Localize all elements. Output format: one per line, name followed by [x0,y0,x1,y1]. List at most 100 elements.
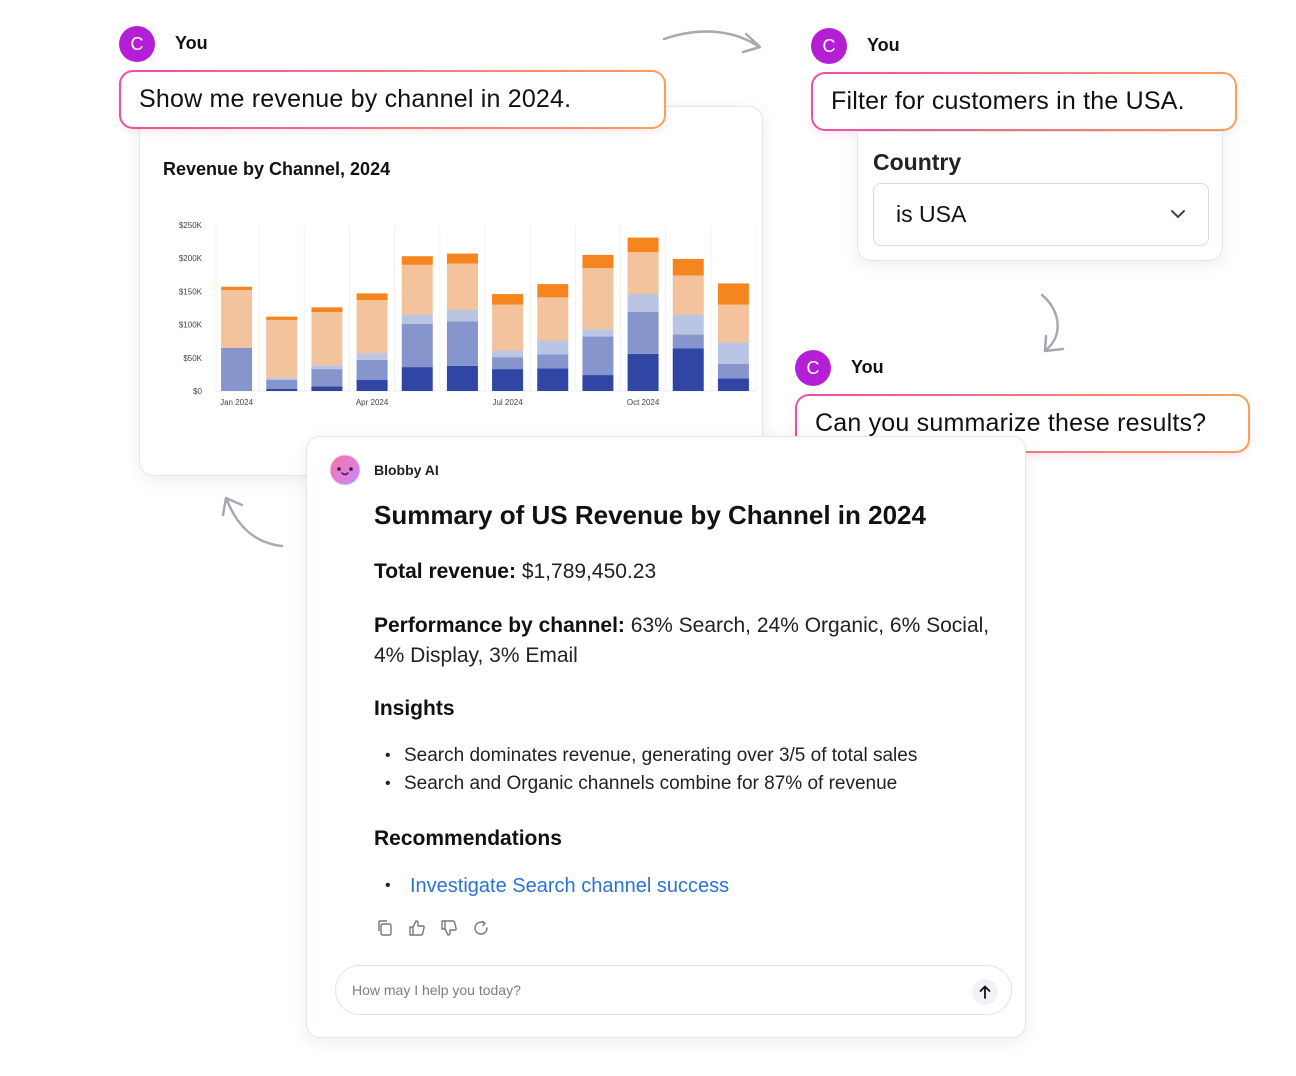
bar-segment [356,359,388,380]
message-author: You [867,35,900,55]
message-author: You [851,357,884,377]
bar-segment [356,353,388,360]
user-message: Show me revenue by channel in 2024. [119,70,666,129]
country-select[interactable]: is USA [873,183,1209,246]
avatar-initial: C [130,33,144,54]
send-button[interactable] [972,979,998,1005]
user-message: Filter for customers in the USA. [811,72,1237,131]
bar-segment [582,254,614,269]
bar-segment [311,369,343,387]
message-composer [335,965,1012,1015]
bar-segment [401,264,433,315]
bar-segment [627,237,659,253]
avatar: C [119,26,155,62]
bar-segment [672,275,704,315]
select-value: is USA [896,201,967,227]
arrow-back-icon [221,496,284,548]
bar-segment [492,350,524,358]
x-tick-label: Apr 2024 [356,398,389,407]
list-item: Investigate Search channel success [374,872,1014,901]
arrow-down-icon [1040,293,1065,353]
bar-segment [717,342,749,364]
bar-segment [582,375,614,391]
total-revenue-value: $1,789,450.23 [521,560,657,583]
arrow-right-icon [662,30,762,54]
recommendations-list: Investigate Search channel success [374,872,1014,901]
recommendation-link[interactable]: Investigate Search channel success [410,875,730,897]
message-input[interactable] [350,981,954,999]
thumbs-up-icon[interactable] [408,919,426,937]
bar-segment [311,365,343,370]
bar-segment [627,252,659,295]
bar-segment [401,314,433,324]
bar-segment [401,256,433,265]
bar-segment [537,297,569,341]
recommendations-heading: Recommendations [374,827,562,850]
bar-segment [266,316,298,320]
bar-segment [582,268,614,330]
bar-segment [537,284,569,298]
message-actions [376,919,490,937]
thumbs-down-icon[interactable] [440,919,458,937]
bar-segment [672,314,704,335]
bar-segment [492,304,524,351]
filter-label: Country [873,149,962,175]
bar-segment [672,334,704,349]
bar-segment [537,354,569,369]
bar-segment [717,378,749,391]
bar-segment [221,347,253,391]
avatar: C [795,350,831,386]
bar-segment [311,386,343,391]
bar-segment [401,367,433,391]
bar-segment [221,290,253,348]
bar-segment [446,365,478,391]
bar-segment [627,353,659,391]
bar-segment [311,307,343,312]
bar-segment [627,311,659,354]
bar-segment [266,377,298,380]
copy-icon[interactable] [376,919,394,937]
message-author: You [175,33,208,53]
bar-segment [446,321,478,366]
bar-segment [717,304,749,343]
arrow-up-icon [979,985,991,999]
assistant-name: Blobby AI [374,462,439,478]
insights-heading: Insights [374,697,455,720]
bar-segment [311,311,343,366]
performance-value: 63% Search, 24% Organic, 6% Social, 4% D… [374,614,990,667]
bar-segment [356,300,388,354]
bar-segment [672,258,704,276]
bar-segment [266,379,298,390]
list-item: Search and Organic channels combine for … [374,770,1014,798]
y-tick-label: $50K [183,354,202,363]
y-tick-label: $250K [179,221,203,230]
list-item: Search dominates revenue, generating ove… [374,742,1014,770]
y-tick-label: $0 [193,387,202,396]
bar-segment [446,253,478,264]
y-tick-label: $200K [179,254,203,263]
bar-segment [266,319,298,378]
bar-segment [717,283,749,305]
avatar-initial: C [806,357,820,378]
bar-segment [717,363,749,379]
revenue-chart: $0 $50K $100K $150K $200K $250K Jan 2024 Apr 20… [179,221,757,407]
bar-segment [627,294,659,312]
bar-segment [582,329,614,337]
blobby-avatar-icon [329,454,361,486]
performance-by-channel: Performance by channel: 63% Search, 24% … [374,611,994,671]
avatar: C [811,28,847,64]
y-tick-label: $100K [179,321,203,330]
bar-segment [492,294,524,305]
insights-list: Search dominates revenue, generating ove… [374,742,1014,798]
bar-segment [266,389,298,391]
bar-segment [537,340,569,355]
x-tick-label: Oct 2024 [627,398,660,407]
assistant-card: Blobby AI Summary of US Revenue by Chann… [306,436,1026,1038]
refresh-icon[interactable] [472,919,490,937]
total-revenue-label: Total revenue: [374,560,516,583]
chart-card: Revenue by Channel, 2024 $0 $50K $100K $150… [139,106,763,476]
bar-segment [537,368,569,391]
chart-title: Revenue by Channel, 2024 [163,159,391,179]
bar-segment [356,379,388,391]
chevron-down-icon [1171,210,1185,218]
